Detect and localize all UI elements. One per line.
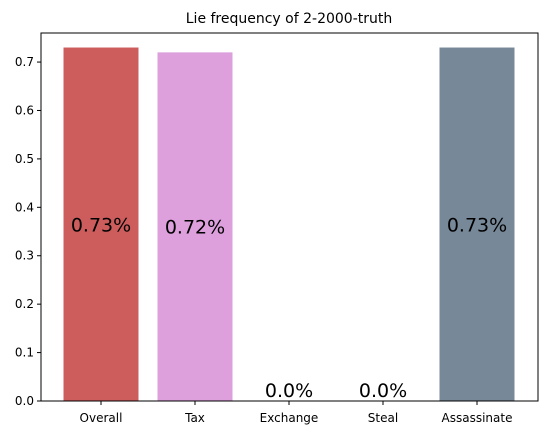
x-tick-label: Steal — [368, 411, 398, 425]
x-tick-label: Tax — [184, 411, 205, 425]
bar-value-label-steal: 0.0% — [359, 380, 407, 402]
bar-tax — [157, 52, 233, 402]
bar-value-label-exchange: 0.0% — [265, 380, 313, 402]
y-tick-label: 0.2 — [15, 297, 34, 311]
bar-labels-group: 0.73% 0.72% 0.0% 0.0% 0.73% — [71, 214, 507, 402]
bar-value-label-tax: 0.72% — [165, 217, 225, 239]
y-tick-label: 0.6 — [15, 103, 34, 117]
y-tick-label: 0.0 — [15, 394, 34, 408]
bar-assassinate — [439, 47, 515, 402]
bar-value-label-assassinate: 0.73% — [447, 214, 507, 236]
bar-value-label-overall: 0.73% — [71, 214, 131, 236]
x-tick-label: Overall — [80, 411, 123, 425]
x-axis: Overall Tax Exchange Steal Assassinate — [80, 401, 513, 425]
x-tick-label: Assassinate — [442, 411, 513, 425]
bars-group — [63, 47, 515, 402]
y-axis: 0.0 0.1 0.2 0.3 0.4 0.5 0.6 0.7 — [15, 55, 41, 408]
y-tick-label: 0.3 — [15, 249, 34, 263]
chart-title: Lie frequency of 2-2000-truth — [186, 11, 393, 27]
plot-frame — [40, 32, 539, 402]
y-tick-label: 0.4 — [15, 200, 34, 214]
y-tick-label: 0.7 — [15, 55, 34, 69]
x-tick-label: Exchange — [260, 411, 319, 425]
y-tick-label: 0.5 — [15, 152, 34, 166]
bar-overall — [63, 47, 139, 402]
y-tick-label: 0.1 — [15, 346, 34, 360]
